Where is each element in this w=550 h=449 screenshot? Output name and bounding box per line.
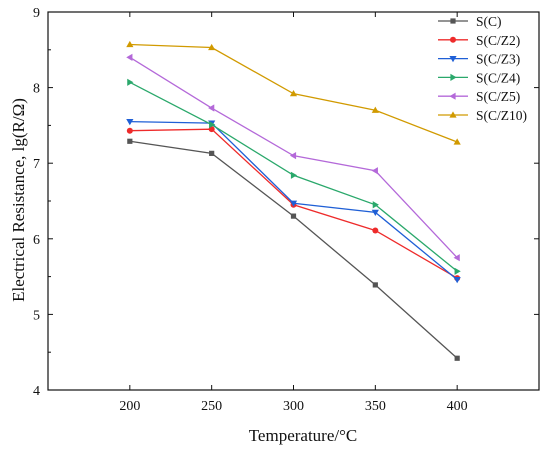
data-point-marker [450,18,456,24]
data-point-marker [209,121,216,129]
data-point-marker [126,127,133,134]
data-point-marker [453,254,460,262]
data-point-marker [127,78,134,86]
x-tick-label: 300 [283,399,304,414]
data-point-marker [449,56,457,63]
x-tick-label: 400 [447,399,468,414]
legend-label: S(C/Z2) [476,33,520,48]
data-point-marker [290,171,298,179]
legend-label: S(C/Z3) [476,52,520,67]
legend-label: S(C/Z5) [476,89,520,104]
x-tick-label: 200 [119,399,140,414]
series-5 [126,40,461,145]
legend-entry: S(C/Z10) [438,108,527,123]
data-point-marker [208,104,215,112]
series-line [129,120,458,281]
data-point-marker [208,126,215,133]
y-tick-label: 5 [33,308,40,323]
y-tick-label: 4 [33,384,40,399]
data-point-marker [208,43,216,51]
y-axis-label: Electrical Resistance, lg(R/Ω) [9,98,28,302]
legend-entry: S(C/Z3) [438,52,520,67]
axes: 200 250 300 350 400 4 5 6 7 8 9 [33,6,539,414]
data-point-marker [371,209,379,216]
x-tick-label: 250 [201,399,222,414]
data-point-marker [450,73,457,81]
data-point-marker [126,40,134,48]
data-point-marker [449,92,456,100]
data-point-marker [126,53,133,61]
data-point-marker [289,200,298,207]
series-2 [126,119,461,284]
data-point-marker [290,213,297,219]
legend-label: S(C) [476,14,502,29]
data-point-marker [372,227,379,234]
legend-label: S(C/Z4) [476,70,520,85]
legend-entry: S(C) [438,14,502,29]
data-point-marker [454,267,461,275]
legend-entry: S(C/Z2) [438,33,520,48]
data-point-marker [127,138,133,144]
data-point-marker [449,111,457,118]
legend-entry: S(C/Z4) [438,70,520,85]
data-point-marker [289,90,298,97]
x-tick-label: 350 [365,399,386,414]
series-3 [127,78,461,275]
data-point-marker [453,138,461,145]
data-point-marker [209,150,215,156]
y-tick-label: 6 [33,233,40,248]
data-point-marker [371,167,378,175]
x-axis-label: Temperature/°C [249,426,358,445]
data-point-marker [454,355,460,361]
data-point-marker [371,106,379,113]
y-tick-label: 8 [33,82,40,97]
legend-entry: S(C/Z5) [438,89,520,104]
data-point-marker [450,36,456,43]
y-tick-label: 9 [33,6,40,21]
y-tick-label: 7 [33,157,40,172]
data-point-marker [453,277,461,284]
data-point-marker [372,201,379,209]
data-point-marker [289,152,297,160]
data-point-marker [372,282,378,288]
data-point-marker [126,119,134,126]
legend-label: S(C/Z10) [476,108,527,123]
series-group [126,40,461,361]
legend: S(C) S(C/Z2) S(C/Z3) S(C/Z4) S(C/Z5) S(C/Z10) [438,14,527,123]
series-0 [127,138,460,361]
series-4 [126,53,460,262]
